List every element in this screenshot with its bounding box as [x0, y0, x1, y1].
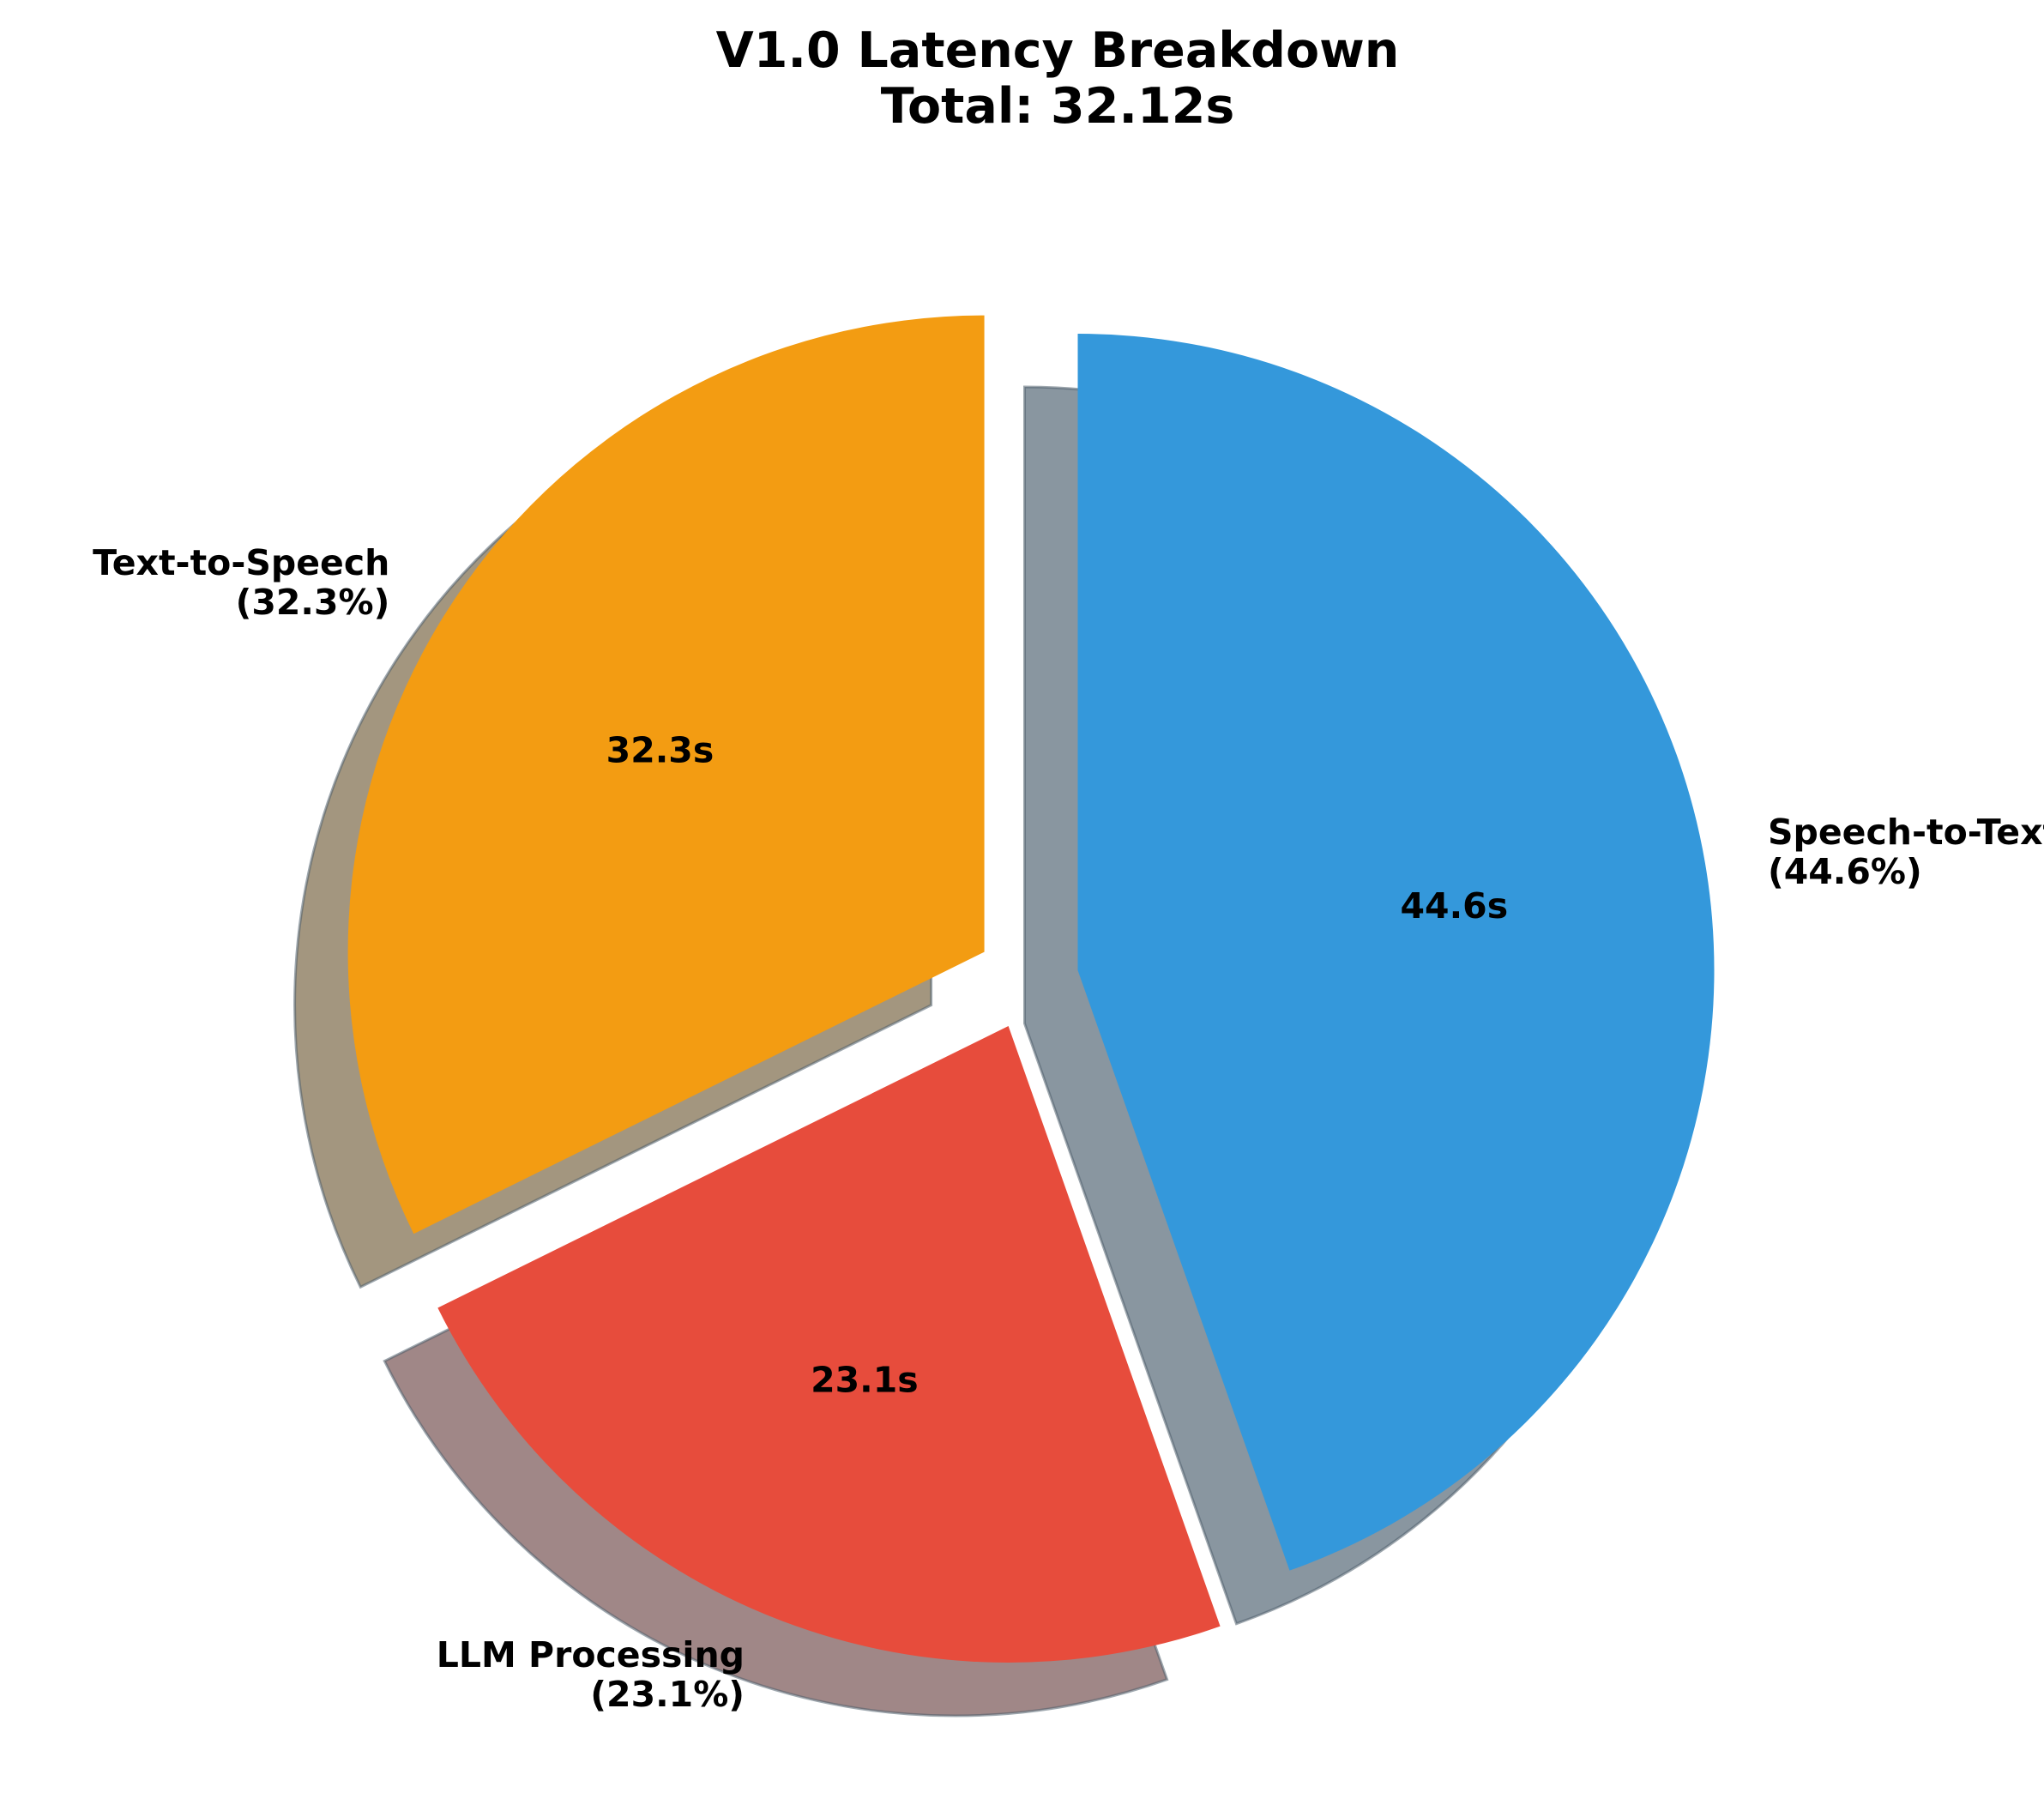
value-label-llm-processing: 23.1s — [811, 1359, 919, 1400]
category-label-text-to-speech: Text-to-Speech — [93, 542, 389, 583]
percent-label-speech-to-text: (44.6%) — [1768, 851, 1922, 892]
category-label-llm-processing: LLM Processing — [437, 1634, 745, 1675]
chart-title-line-1: V1.0 Latency Breakdown — [716, 22, 1400, 79]
chart-title-line-2: Total: 32.12s — [881, 78, 1235, 135]
value-label-speech-to-text: 44.6s — [1401, 885, 1509, 927]
slice-labels: 44.6s Speech-to-Text(44.6%) 23.1s LLM Proce… — [93, 542, 2044, 1715]
value-label-text-to-speech: 32.3s — [606, 730, 714, 771]
pie-slices — [347, 315, 1715, 1663]
percent-label-llm-processing: (23.1%) — [590, 1674, 745, 1715]
slice-llm-processing — [437, 1025, 1221, 1663]
slice-text-to-speech — [347, 315, 985, 1235]
slice-speech-to-text — [1077, 333, 1715, 1571]
percent-label-text-to-speech: (32.3%) — [236, 582, 390, 623]
category-label-speech-to-text: Speech-to-Text — [1768, 812, 2044, 853]
